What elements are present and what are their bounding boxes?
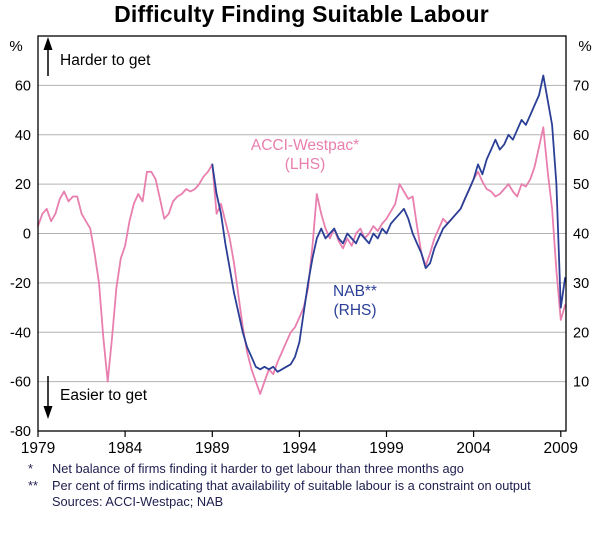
left-axis-tick-label: 20: [15, 177, 31, 193]
nab-line: [211, 74, 566, 373]
left-axis-tick-label: 40: [15, 128, 31, 144]
source-text: Sources: ACCI-Westpac; NAB: [52, 494, 224, 510]
up-arrow-icon: [43, 37, 53, 50]
acci-westpac-series-label-line1: ACCI-Westpac*: [250, 137, 360, 154]
acci-westpac-line: [37, 126, 566, 395]
footnote-2-text: Per cent of firms indicating that availa…: [52, 477, 531, 493]
right-axis-unit: %: [578, 38, 591, 55]
chart-plot: % % 60 40 20 0 -20 -40 -60 -80 70 60 50 40 30 20 10 197…: [9, 35, 592, 457]
source-line: Sources: ACCI-Westpac; NAB: [28, 494, 580, 511]
x-axis-tick-label: 1979: [21, 440, 55, 457]
x-axis-tick-label: 1994: [282, 440, 317, 457]
left-axis-tick-label: -80: [10, 424, 31, 440]
down-arrow-icon: [43, 406, 53, 419]
acci-westpac-series-label-line2: (LHS): [284, 156, 326, 173]
easier-to-get-annotation: Easier to get: [60, 387, 148, 404]
right-axis-tick-label: 50: [573, 177, 589, 193]
footnote-2-marker: **: [28, 477, 38, 493]
x-axis-tick-label: 1989: [195, 440, 229, 457]
right-axis-tick-label: 60: [573, 128, 589, 144]
nab-series-label-line1: NAB**: [333, 283, 377, 300]
left-axis-tick-label: -20: [10, 276, 31, 292]
right-axis-tick-label: 40: [573, 227, 589, 243]
right-axis-tick-label: 20: [573, 325, 589, 341]
harder-to-get-annotation: Harder to get: [60, 52, 151, 69]
footnotes: * Net balance of firms finding it harder…: [28, 461, 580, 511]
x-axis-tick-label: 2009: [544, 440, 578, 457]
left-axis-tick-label: -40: [10, 325, 31, 341]
left-axis-tick-label: 60: [15, 78, 31, 94]
right-axis-tick-label: 30: [573, 276, 589, 292]
x-axis-tick-label: 1984: [108, 440, 143, 457]
x-axis-tick-label: 1999: [369, 440, 403, 457]
nab-series-label-line2: (RHS): [333, 302, 377, 319]
left-axis-unit: %: [9, 38, 22, 55]
footnote-1-marker: *: [28, 461, 33, 476]
right-axis-tick-label: 10: [573, 375, 589, 391]
left-axis-tick-label: 0: [23, 227, 31, 243]
footnote-1-text: Net balance of firms finding it harder t…: [52, 461, 464, 476]
footnote-2: ** Per cent of firms indicating that ava…: [28, 478, 580, 495]
left-axis-tick-label: -60: [10, 375, 31, 391]
page-title: Difficulty Finding Suitable Labour: [114, 1, 489, 27]
acci-westpac-series-label: ACCI-Westpac* (LHS): [205, 136, 405, 174]
x-axis-tick-label: 2004: [456, 440, 491, 457]
footnote-1: * Net balance of firms finding it harder…: [28, 461, 580, 478]
right-axis-tick-label: 70: [573, 78, 589, 94]
plot-frame: [37, 35, 567, 432]
nab-series-label: NAB** (RHS): [295, 282, 415, 320]
